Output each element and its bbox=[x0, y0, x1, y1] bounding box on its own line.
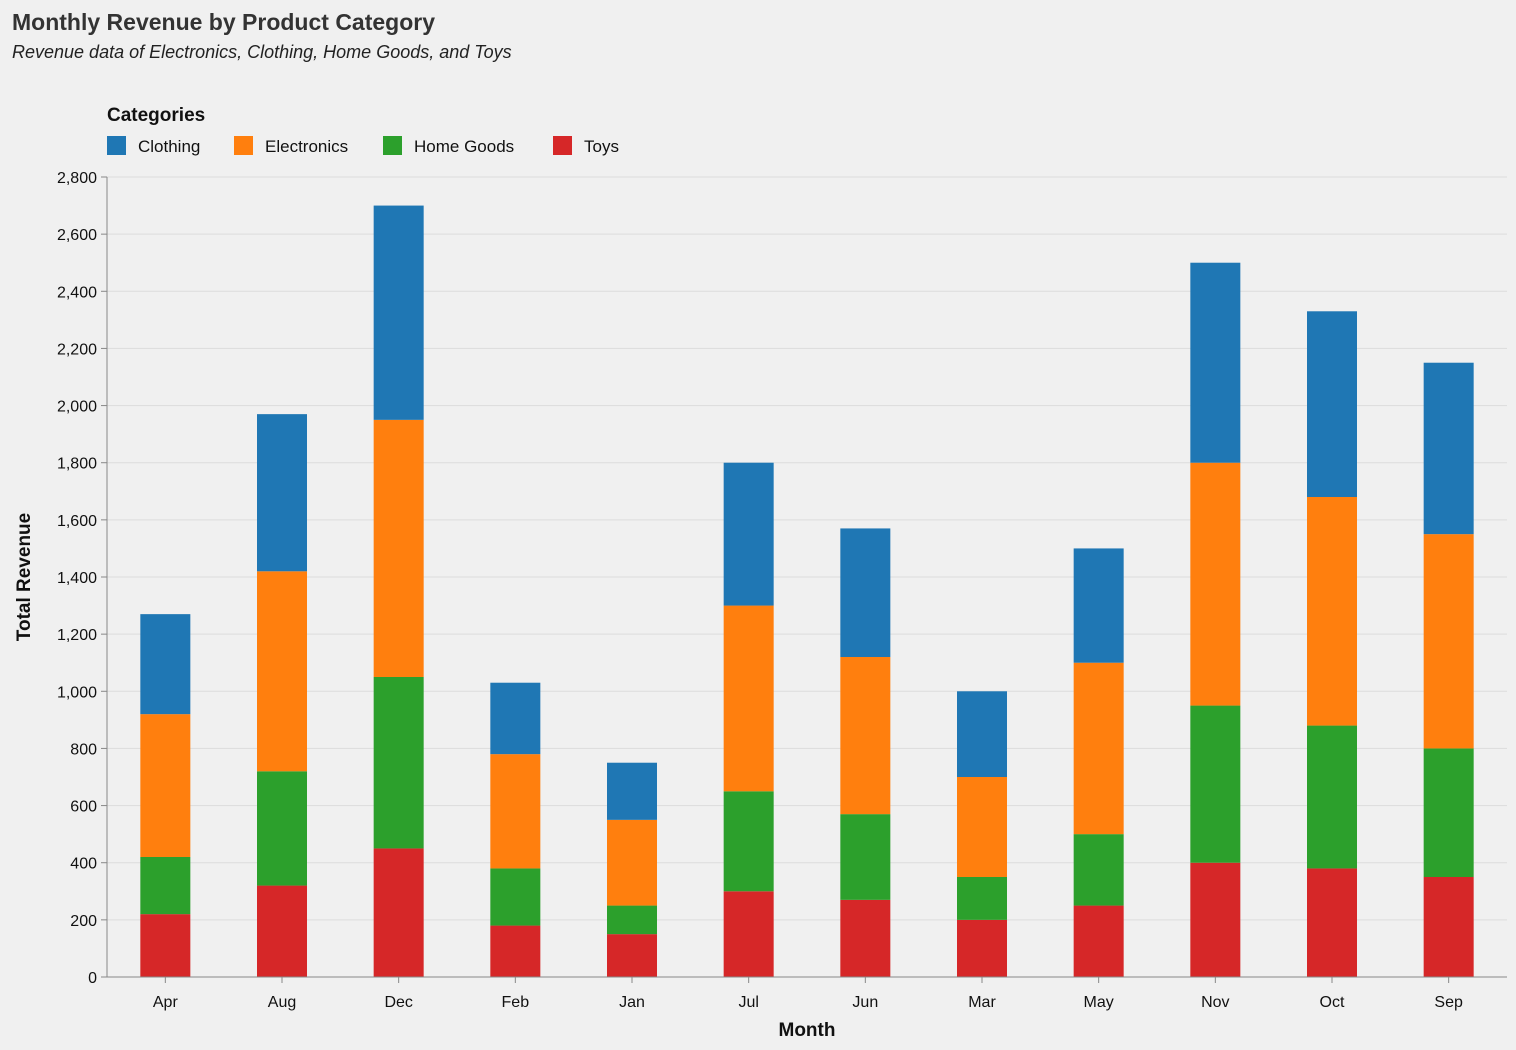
legend-label: Clothing bbox=[138, 137, 200, 156]
legend: Categories Clothing Electronics Home Goods… bbox=[107, 105, 619, 156]
y-tick-label: 2,200 bbox=[57, 341, 97, 358]
x-tick-label: Apr bbox=[153, 994, 179, 1011]
bar-electronics-mar bbox=[957, 777, 1007, 877]
x-axis-title: Month bbox=[779, 1020, 836, 1041]
y-axis-title: Total Revenue bbox=[14, 513, 35, 641]
x-tick-label: Sep bbox=[1434, 994, 1463, 1011]
bar-clothing-may bbox=[1073, 548, 1124, 663]
bar-home-goods-aug bbox=[257, 771, 307, 886]
x-tick-label: May bbox=[1084, 994, 1114, 1011]
y-tick-label: 2,400 bbox=[57, 284, 97, 301]
bar-toys-apr bbox=[140, 914, 191, 977]
y-tick-label: 600 bbox=[70, 799, 97, 816]
x-tick-label: Mar bbox=[968, 994, 996, 1011]
bar-home-goods-sep bbox=[1423, 748, 1474, 877]
bar-toys-jun bbox=[840, 899, 891, 977]
bar-home-goods-may bbox=[1073, 834, 1124, 906]
bar-electronics-sep bbox=[1423, 534, 1474, 749]
bar-electronics-may bbox=[1073, 662, 1124, 835]
bar-home-goods-dec bbox=[373, 677, 424, 849]
bar-clothing-aug bbox=[257, 414, 307, 572]
bar-electronics-aug bbox=[257, 571, 307, 772]
y-tick-label: 2,000 bbox=[57, 399, 97, 416]
chart-title: Monthly Revenue by Product Category bbox=[12, 9, 435, 35]
legend-label: Home Goods bbox=[414, 137, 514, 156]
bar-electronics-jun bbox=[840, 657, 891, 815]
bar-clothing-mar bbox=[957, 691, 1007, 777]
legend-label: Electronics bbox=[265, 137, 348, 156]
legend-swatch bbox=[553, 136, 572, 155]
bars bbox=[140, 205, 1474, 977]
x-tick-label: Oct bbox=[1320, 994, 1345, 1011]
bar-home-goods-jun bbox=[840, 814, 891, 900]
bar-toys-nov bbox=[1190, 862, 1241, 977]
x-tick-label: Jan bbox=[619, 994, 645, 1011]
x-tick-label: Nov bbox=[1201, 994, 1229, 1011]
bar-electronics-jul bbox=[723, 605, 774, 792]
bar-toys-jul bbox=[723, 891, 774, 977]
bar-electronics-nov bbox=[1190, 462, 1241, 706]
y-tick-label: 2,800 bbox=[57, 170, 97, 187]
legend-swatch bbox=[383, 136, 402, 155]
bar-toys-oct bbox=[1307, 868, 1357, 977]
bar-home-goods-mar bbox=[957, 877, 1007, 920]
y-tick-label: 1,800 bbox=[57, 456, 97, 473]
bar-toys-may bbox=[1073, 905, 1124, 977]
x-tick-label: Jul bbox=[738, 994, 758, 1011]
bar-home-goods-oct bbox=[1307, 725, 1357, 869]
y-tick-label: 1,000 bbox=[57, 684, 97, 701]
bar-home-goods-apr bbox=[140, 857, 191, 915]
y-tick-label: 400 bbox=[70, 856, 97, 873]
y-tick-label: 0 bbox=[88, 970, 97, 987]
bar-toys-sep bbox=[1423, 877, 1474, 977]
y-tick-label: 1,200 bbox=[57, 627, 97, 644]
y-tick-label: 1,600 bbox=[57, 513, 97, 530]
bar-electronics-apr bbox=[140, 714, 191, 857]
y-tick-label: 200 bbox=[70, 913, 97, 930]
bar-home-goods-jan bbox=[607, 905, 657, 935]
x-tick-label: Dec bbox=[384, 994, 412, 1011]
bar-electronics-dec bbox=[373, 419, 424, 677]
legend-swatch bbox=[107, 136, 126, 155]
bar-toys-mar bbox=[957, 919, 1007, 977]
bar-home-goods-nov bbox=[1190, 705, 1241, 863]
bar-clothing-jan bbox=[607, 762, 657, 820]
gridlines bbox=[107, 176, 1507, 921]
bar-toys-aug bbox=[257, 885, 307, 977]
bar-clothing-nov bbox=[1190, 262, 1241, 463]
bar-toys-dec bbox=[373, 848, 424, 977]
bar-electronics-oct bbox=[1307, 497, 1357, 726]
chart-subtitle: Revenue data of Electronics, Clothing, H… bbox=[12, 42, 512, 62]
bar-clothing-oct bbox=[1307, 311, 1357, 497]
y-axis: 0 200 400 600 800 1,000 1,200 1,400 1,600 1,800 2,… bbox=[57, 170, 108, 987]
bar-clothing-apr bbox=[140, 614, 191, 715]
y-tick-label: 2,600 bbox=[57, 227, 97, 244]
bar-clothing-dec bbox=[373, 205, 424, 420]
x-tick-label: Feb bbox=[502, 994, 530, 1011]
bar-home-goods-jul bbox=[723, 791, 774, 892]
bar-toys-feb bbox=[490, 925, 541, 977]
bar-clothing-sep bbox=[1423, 362, 1474, 535]
bar-toys-jan bbox=[607, 934, 657, 977]
bar-clothing-feb bbox=[490, 682, 541, 755]
y-tick-label: 1,400 bbox=[57, 570, 97, 587]
bar-electronics-jan bbox=[607, 819, 657, 906]
bar-home-goods-feb bbox=[490, 868, 541, 926]
x-tick-label: Jun bbox=[852, 994, 878, 1011]
bar-clothing-jul bbox=[723, 462, 774, 606]
bar-electronics-feb bbox=[490, 754, 541, 869]
y-tick-label: 800 bbox=[70, 741, 97, 758]
bar-clothing-jun bbox=[840, 528, 891, 657]
legend-title: Categories bbox=[107, 105, 205, 126]
x-axis: Apr Aug Dec Feb Jan Jul Jun Mar May Nov Oct Sep bbox=[107, 976, 1507, 1011]
x-tick-label: Aug bbox=[268, 994, 296, 1011]
legend-swatch bbox=[234, 136, 253, 155]
legend-label: Toys bbox=[584, 137, 619, 156]
